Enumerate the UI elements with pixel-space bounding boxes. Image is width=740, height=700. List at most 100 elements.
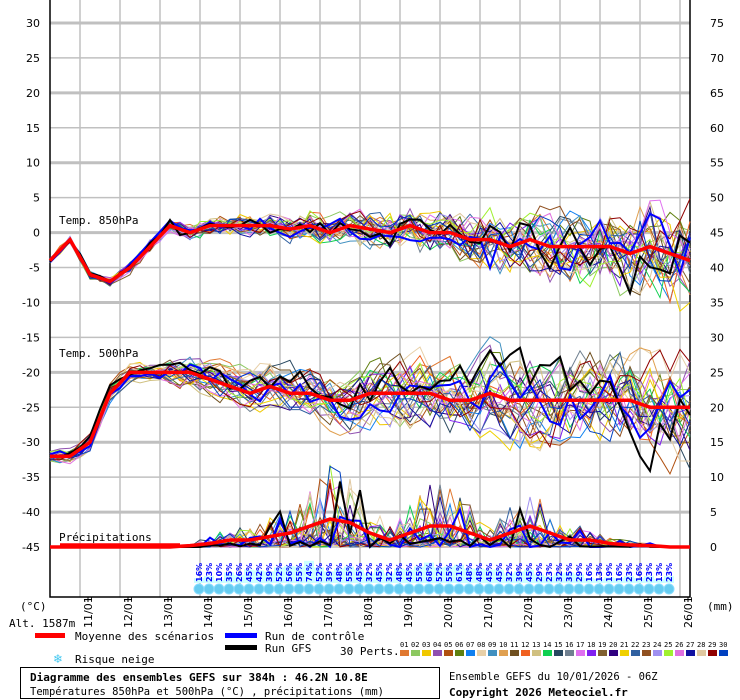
snow-risk-bar (264, 571, 274, 583)
pert-swatch (422, 650, 431, 656)
pert-number: 05 (444, 641, 452, 649)
right-tick-label: 65 (710, 87, 724, 100)
snowflake-icon (503, 583, 515, 595)
pert-number: 26 (675, 641, 683, 649)
snow-risk-bar (274, 567, 284, 583)
snow-risk-percent: 23% (545, 563, 554, 582)
mean-lines (48, 223, 691, 549)
snow-risk-percent: 39% (325, 563, 334, 582)
legend-perts: 30 Perts. (340, 645, 400, 658)
altitude: Alt. 1587m (9, 617, 76, 630)
snowflake-icon (293, 583, 305, 595)
pert-number: 04 (433, 641, 441, 649)
snowflake-icon (323, 583, 335, 595)
snow-risk-percent: 35% (225, 563, 234, 582)
right-tick-label: 10 (710, 471, 724, 484)
snowflake-icon (283, 583, 295, 595)
snow-risk-bar (604, 577, 614, 583)
snowflake-icon (493, 583, 505, 595)
snowflake-icon (583, 583, 595, 595)
pert-number: 29 (708, 641, 716, 649)
snow-risk-percent: 23% (645, 563, 654, 582)
snow-risk-percent: 45% (405, 563, 414, 582)
right-axis-unit: (mm) (707, 600, 734, 613)
member-t500-line (49, 361, 691, 462)
run-info: Ensemble GEFS du 10/01/2026 - 06Z (449, 671, 658, 683)
member-t500-line (49, 361, 691, 457)
pert-swatch (400, 650, 409, 656)
snow-risk-bar (654, 579, 664, 583)
pert-swatch (642, 650, 651, 656)
right-tick-label: 60 (710, 122, 724, 135)
snow-risk-row: 16% 23% 10% 35% 26% 45% 42% 39% 52% 56% 55% 74% 52% 3… (193, 560, 675, 595)
snow-risk-percent: 16% (635, 563, 644, 582)
pert-swatch (411, 650, 420, 656)
snow-risk-bar (194, 578, 204, 583)
left-tick-label: -10 (22, 296, 40, 309)
member-t500-line (49, 336, 691, 460)
left-tick-label: 25 (26, 52, 40, 65)
snow-risk-percent: 29% (535, 563, 544, 582)
snowflake-icon (573, 583, 585, 595)
pert-number: 20 (609, 641, 617, 649)
snow-risk-bar (394, 568, 404, 583)
x-tick-label: 20/01 (442, 596, 455, 628)
left-tick-label: -15 (22, 331, 40, 344)
right-tick-label: 0 (710, 541, 717, 554)
snowflake-icon (423, 583, 435, 595)
snow-risk-bar (324, 571, 334, 583)
x-tick-label: 13/01 (162, 596, 175, 628)
pert-swatch (686, 650, 695, 656)
pert-number: 24 (653, 641, 661, 649)
snowflake-icon (313, 583, 325, 595)
snow-risk-percent: 52% (315, 563, 324, 582)
pert-number: 06 (455, 641, 463, 649)
snow-risk-bar (224, 572, 234, 583)
pert-number: 19 (598, 641, 606, 649)
legend-mean: Moyenne des scénarios (75, 630, 214, 643)
pert-swatch (576, 650, 585, 656)
snow-risk-percent: 74% (305, 563, 314, 582)
pert-number: 16 (565, 641, 573, 649)
pert-swatch (554, 650, 563, 656)
snow-risk-bar (414, 566, 424, 583)
snow-risk-percent: 45% (525, 563, 534, 582)
pert-number: 12 (521, 641, 529, 649)
pert-swatch (488, 650, 497, 656)
member-t500-line (49, 369, 691, 458)
snowflake-icon (363, 583, 375, 595)
snowflake-icon (463, 583, 475, 595)
pert-number: 02 (411, 641, 419, 649)
mean-t500-line (50, 370, 690, 458)
x-tick-label: 23/01 (562, 596, 575, 628)
snow-risk-bar (404, 569, 414, 583)
x-tick-label: 24/01 (602, 596, 615, 628)
snowflake-icon (453, 583, 465, 595)
snowflake-icon (653, 583, 665, 595)
snow-risk-bar (454, 564, 464, 583)
snow-risk-percent: 48% (475, 563, 484, 582)
snow-risk-percent: 13% (595, 563, 604, 582)
snow-risk-bar (424, 562, 434, 583)
snow-risk-percent: 16% (585, 563, 594, 582)
snow-risk-bar (234, 575, 244, 583)
label-t500: Temp. 500hPa (59, 347, 138, 360)
x-tick-label: 14/01 (202, 596, 215, 628)
member-t500-line (49, 366, 691, 460)
snowflake-icon (443, 583, 455, 595)
x-tick-label: 26/01 (682, 596, 695, 628)
right-tick-label: 50 (710, 192, 724, 205)
snowflake-icon (643, 583, 655, 595)
snow-risk-percent: 16% (615, 563, 624, 582)
snowflake-icon (333, 583, 345, 595)
label-precip: Précipitations (59, 531, 152, 544)
right-tick-label: 45 (710, 227, 724, 240)
snow-risk-percent: 48% (335, 563, 344, 582)
snowflake-icon (413, 583, 425, 595)
member-t500-line (49, 346, 691, 474)
snow-risk-percent: 48% (395, 563, 404, 582)
pert-number: 15 (554, 641, 562, 649)
snow-risk-percent: 55% (445, 563, 454, 582)
pert-number: 10 (499, 641, 507, 649)
